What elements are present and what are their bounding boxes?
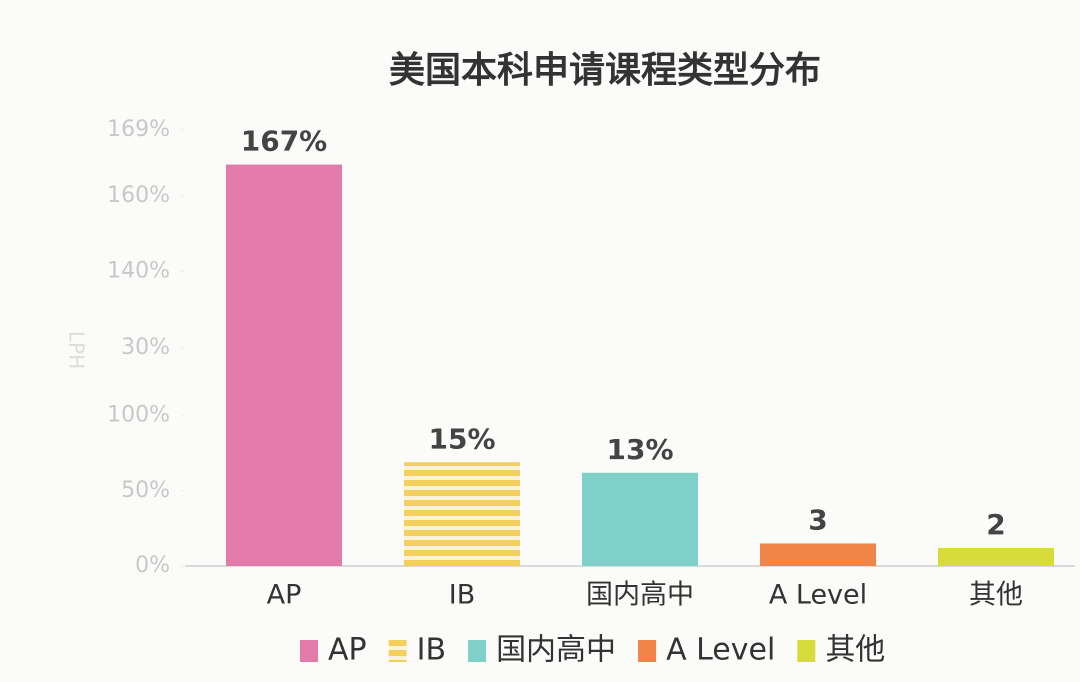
y-tick-label: 30% — [121, 335, 170, 360]
value-label: 3 — [808, 503, 827, 536]
legend-label: AP — [328, 633, 367, 668]
x-tick-label: A Level — [769, 580, 867, 611]
y-tick-label: 100% — [107, 403, 170, 428]
value-label: 167% — [241, 125, 328, 158]
bar — [760, 543, 876, 566]
legend-label: 国内高中 — [496, 633, 616, 668]
bar — [404, 462, 520, 566]
y-tick-label: 140% — [107, 258, 170, 283]
value-label: 2 — [986, 508, 1005, 541]
y-axis-label: LPH — [65, 331, 89, 369]
legend-label: A Level — [666, 633, 775, 668]
legend-swatch — [638, 640, 657, 662]
y-tick-label: 160% — [107, 183, 170, 208]
bar — [938, 547, 1054, 566]
x-tick-label: AP — [267, 580, 302, 611]
y-tick-label: 169% — [107, 117, 170, 142]
legend-swatch — [388, 640, 407, 662]
legend-label: 其他 — [825, 633, 885, 668]
value-label: 13% — [606, 433, 673, 466]
chart-title: 美国本科申请课程类型分布 — [389, 50, 821, 91]
legend-swatch — [300, 640, 318, 662]
legend-swatch — [797, 640, 816, 662]
legend-label: IB — [417, 633, 446, 668]
x-tick-label: IB — [449, 580, 476, 611]
x-tick-label: 其他 — [969, 580, 1023, 611]
legend-swatch — [468, 640, 487, 662]
y-tick-label: 50% — [121, 478, 170, 503]
bar — [582, 472, 698, 566]
x-tick-label: 国内高中 — [586, 580, 694, 611]
value-label: 15% — [428, 422, 495, 455]
y-tick-label: 0% — [135, 553, 170, 578]
bar — [226, 164, 342, 566]
